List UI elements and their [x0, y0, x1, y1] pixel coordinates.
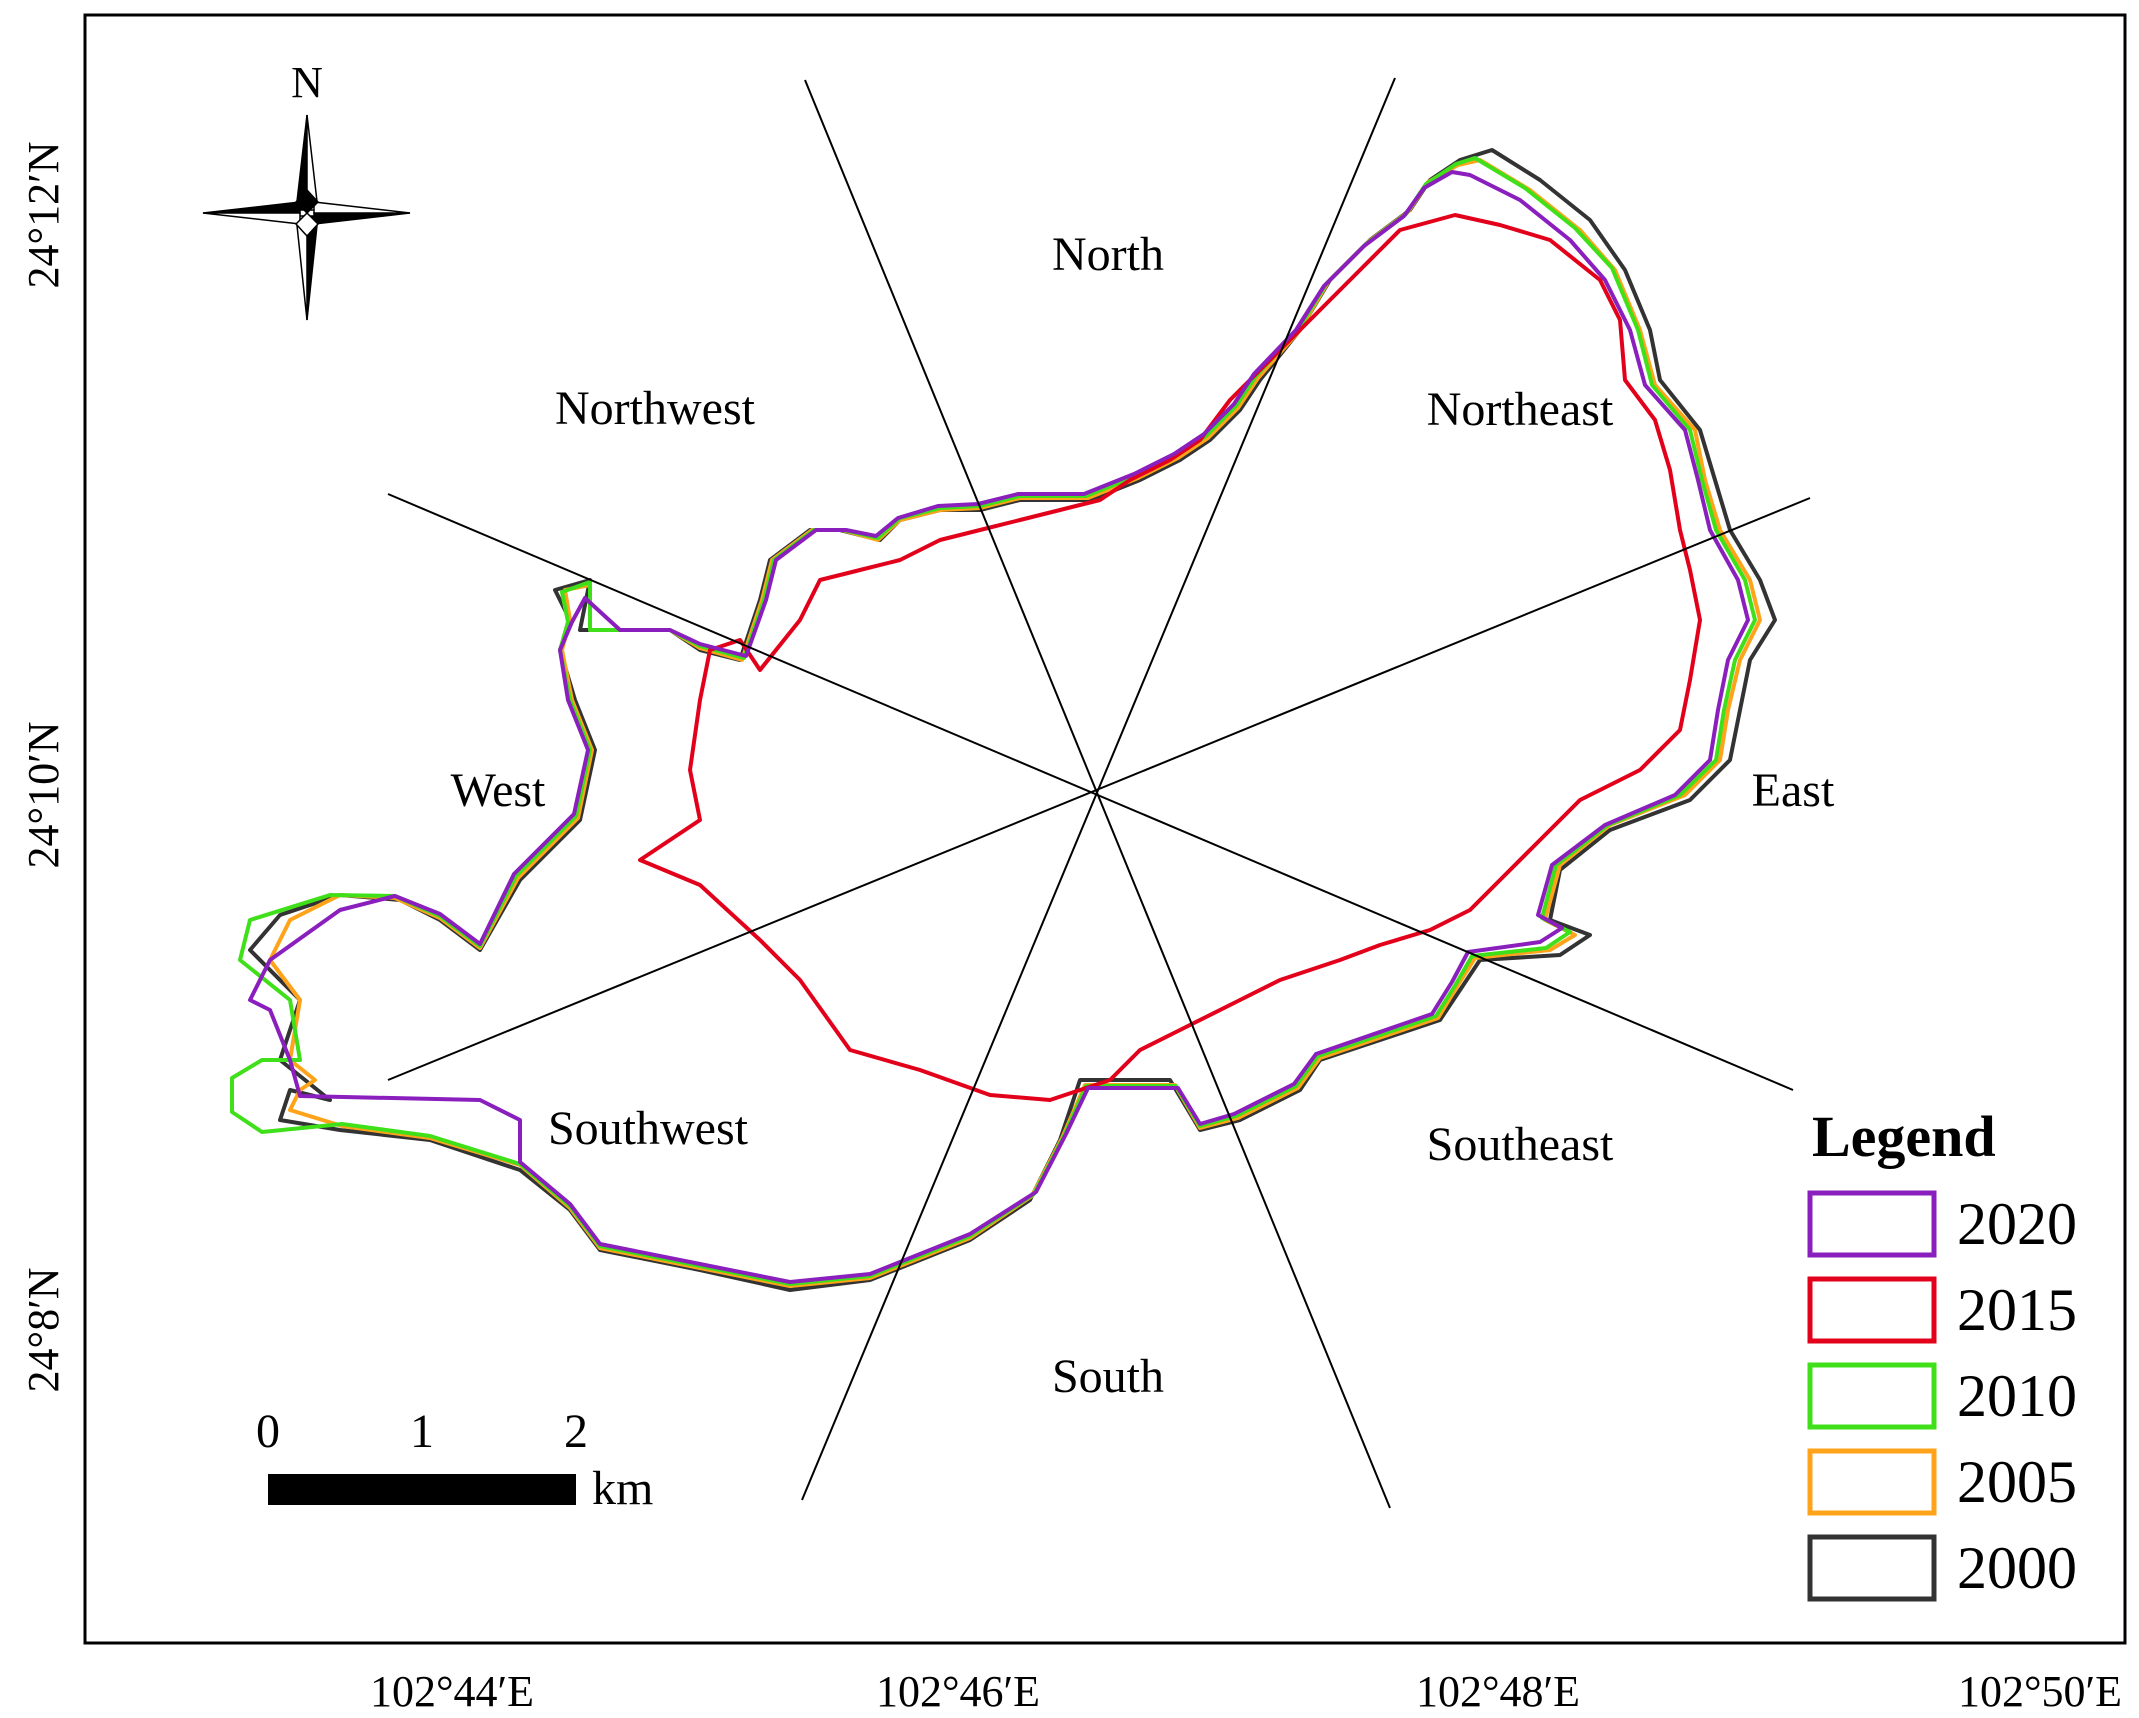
scale-bar-rect	[268, 1474, 576, 1505]
latitude-label: 24°10′N	[19, 722, 68, 869]
latitude-label: 24°8′N	[19, 1268, 68, 1393]
latitude-label: 24°12′N	[19, 142, 68, 289]
shoreline-2020	[248, 170, 1750, 1284]
legend-swatch-2005	[1807, 1448, 1937, 1516]
sector-label-east: East	[1752, 764, 1835, 817]
legend-label-2000: 2000	[1957, 1535, 2077, 1601]
scale-tick-1: 1	[410, 1405, 434, 1458]
legend-swatch-2015	[1807, 1276, 1937, 1344]
legend-label-2020: 2020	[1957, 1191, 2077, 1257]
sector-label-southeast: Southeast	[1427, 1118, 1614, 1171]
legend-swatch-2000	[1807, 1534, 1937, 1602]
sector-label-west: West	[451, 764, 546, 817]
shorelines	[230, 148, 1777, 1292]
legend: Legend 2020 2015 2010 2005 2000	[1807, 1104, 2077, 1602]
sector-lines	[387, 77, 1811, 1509]
scale-unit: km	[592, 1462, 653, 1515]
legend-label-2005: 2005	[1957, 1449, 2077, 1515]
sector-labels: North Northeast East Southeast South Sou…	[451, 228, 1835, 1403]
scale-tick-2: 2	[564, 1405, 588, 1458]
sector-line-d	[387, 497, 1811, 1081]
legend-swatch-2020	[1807, 1190, 1937, 1258]
compass-rose-icon	[202, 114, 411, 321]
longitude-labels: 102°44′E 102°46′E 102°48′E 102°50′E	[370, 1667, 2122, 1716]
sector-label-northwest: Northwest	[555, 382, 756, 435]
shoreline-2015	[638, 213, 1702, 1102]
legend-items: 2020 2015 2010 2005 2000	[1807, 1190, 2077, 1602]
legend-label-2015: 2015	[1957, 1277, 2077, 1343]
map-frame	[83, 13, 2127, 1645]
legend-swatch-2010	[1807, 1362, 1937, 1430]
longitude-label: 102°44′E	[370, 1667, 534, 1716]
north-arrow: N	[202, 58, 411, 321]
sector-label-southwest: Southwest	[548, 1102, 749, 1155]
sector-label-south: South	[1052, 1350, 1164, 1403]
scale-tick-0: 0	[256, 1405, 280, 1458]
legend-title: Legend	[1812, 1104, 1996, 1169]
sector-label-northeast: Northeast	[1427, 383, 1614, 436]
longitude-label: 102°50′E	[1958, 1667, 2122, 1716]
sector-label-north: North	[1052, 228, 1164, 281]
longitude-label: 102°48′E	[1416, 1667, 1580, 1716]
north-arrow-label: N	[291, 58, 323, 107]
longitude-label: 102°46′E	[876, 1667, 1040, 1716]
legend-label-2010: 2010	[1957, 1363, 2077, 1429]
scale-bar: 0 1 2 km	[256, 1405, 653, 1515]
latitude-labels: 24°12′N 24°10′N 24°8′N	[19, 142, 68, 1393]
